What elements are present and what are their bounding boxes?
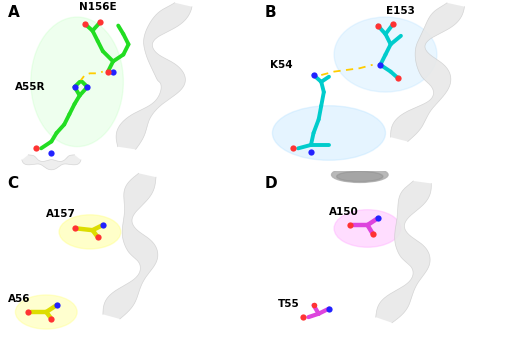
Polygon shape [391, 3, 465, 142]
Polygon shape [116, 3, 192, 149]
Text: C: C [8, 176, 19, 191]
Ellipse shape [332, 167, 388, 182]
Ellipse shape [15, 295, 77, 329]
Text: A157: A157 [46, 209, 76, 219]
Ellipse shape [59, 215, 121, 249]
Ellipse shape [334, 17, 437, 92]
Text: E153: E153 [387, 6, 415, 16]
Polygon shape [22, 155, 81, 170]
Text: A56: A56 [8, 294, 30, 304]
Polygon shape [376, 181, 431, 323]
Ellipse shape [272, 106, 386, 160]
Polygon shape [103, 173, 158, 319]
Text: B: B [265, 5, 277, 20]
Ellipse shape [334, 210, 401, 247]
Text: N156E: N156E [79, 2, 117, 12]
Text: A: A [8, 5, 20, 20]
Text: A55R: A55R [15, 83, 46, 92]
Text: T55: T55 [278, 299, 299, 309]
Text: A150: A150 [329, 207, 359, 217]
Ellipse shape [337, 171, 383, 181]
Text: D: D [265, 176, 278, 191]
Text: K54: K54 [270, 60, 292, 70]
Ellipse shape [31, 17, 123, 147]
